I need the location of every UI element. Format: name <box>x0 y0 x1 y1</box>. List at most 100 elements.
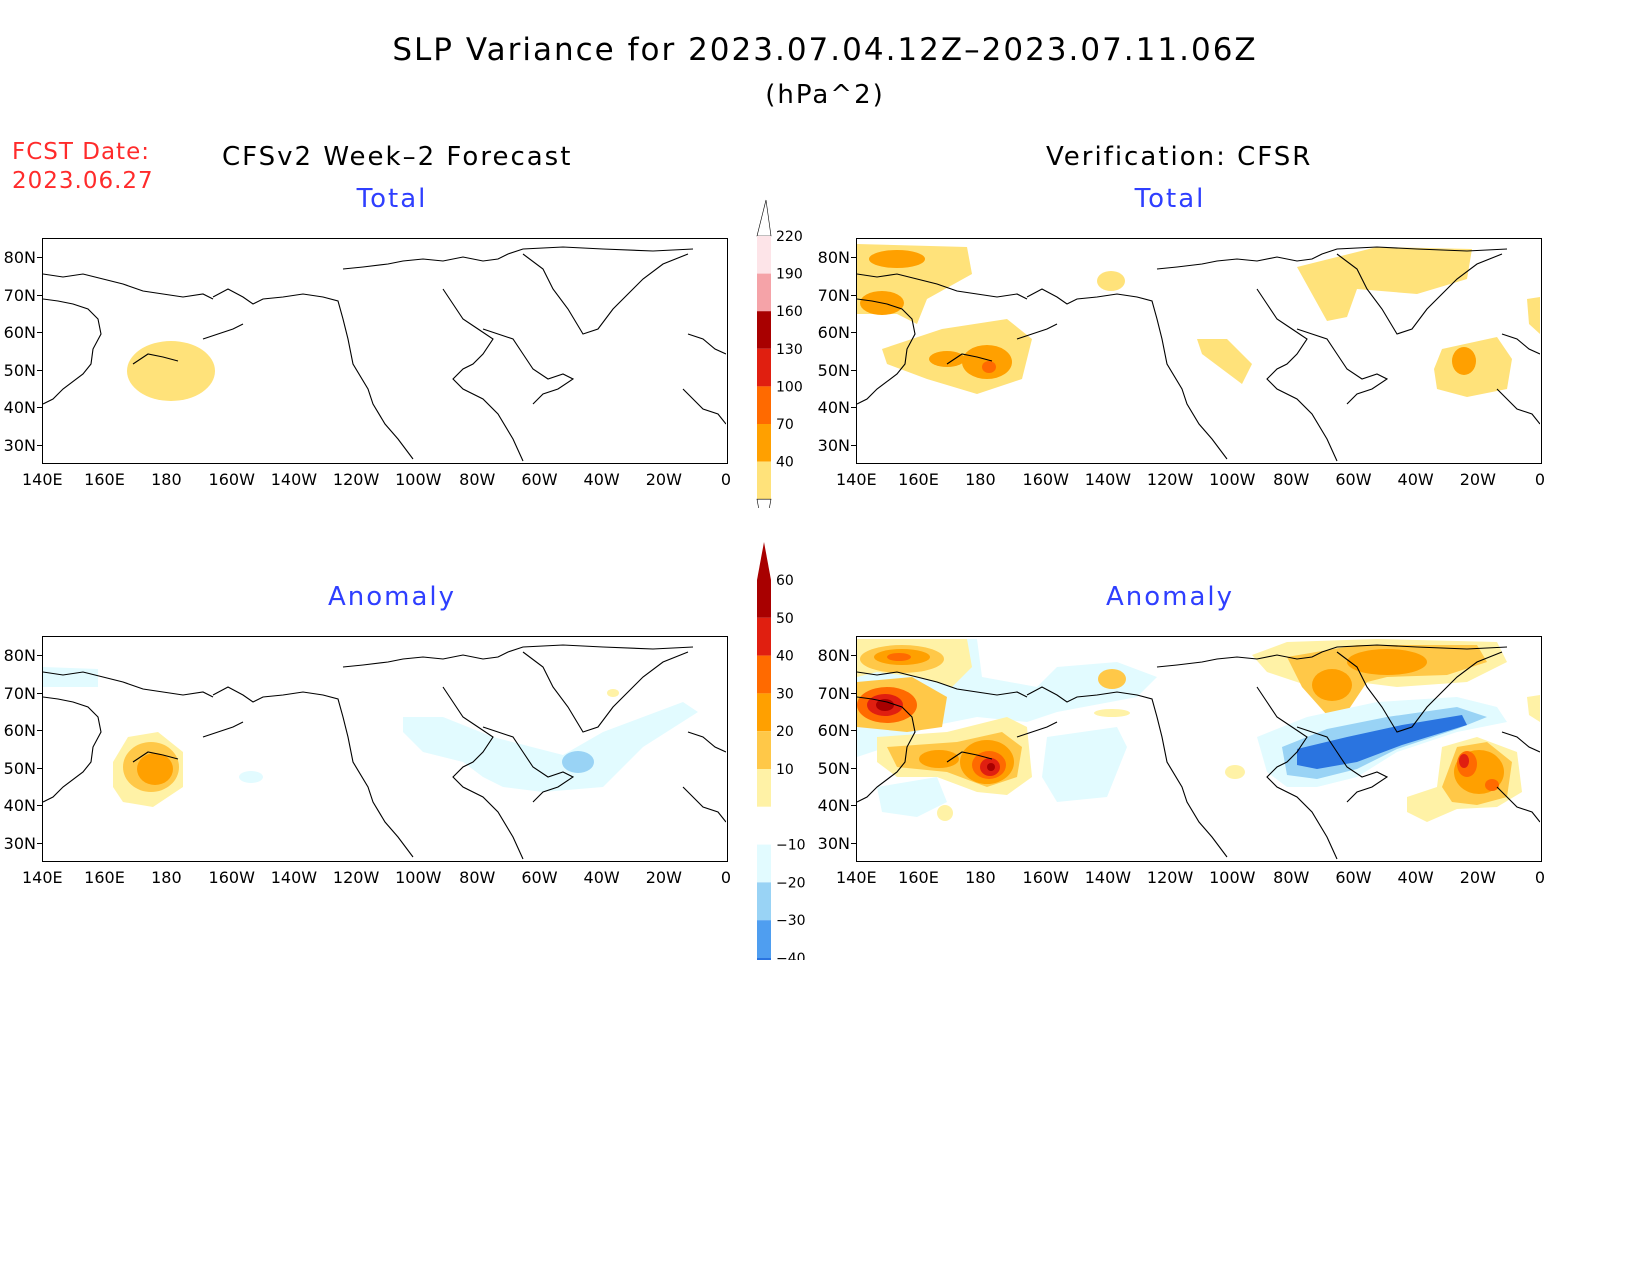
longitude-tick-label: 160W <box>208 470 255 489</box>
coastline-segment <box>682 786 726 823</box>
latitude-tick-label: 80N <box>3 646 36 665</box>
longitude-tick-label: 180 <box>965 470 996 489</box>
anomaly-blob <box>987 763 995 771</box>
coastline <box>857 246 1540 462</box>
coastline-segment <box>202 721 244 738</box>
map-panel-verification-total <box>856 238 1542 464</box>
longitude-tick-label: 80W <box>459 470 496 489</box>
colorbar-total: 220 190 160 130 100 70 40 <box>754 198 814 538</box>
longitude-tick-label: 40W <box>583 470 620 489</box>
panel-title-top-right: Total <box>1134 184 1206 214</box>
coastline-segment <box>1016 323 1058 340</box>
colorbar-segment <box>757 882 771 921</box>
coastline-segment <box>1156 246 1508 270</box>
anomaly-blob <box>607 689 619 697</box>
latitude-tick-mark <box>851 369 856 371</box>
longitude-tick-label: 160E <box>84 470 125 489</box>
colorbar-segment <box>757 958 771 996</box>
coastline-segment <box>482 726 575 803</box>
coastline-segment <box>687 333 726 355</box>
latitude-tick-label: 50N <box>3 360 36 380</box>
coastline-segment <box>1256 686 1338 860</box>
longitude-tick-label: 180 <box>965 868 996 887</box>
coastline <box>43 246 726 462</box>
colorbar-segment <box>757 920 771 958</box>
anomaly-blob <box>1527 695 1540 722</box>
colorbar-label: −40 <box>776 951 806 960</box>
latitude-tick-mark <box>37 842 42 844</box>
coastline-segment <box>43 273 214 300</box>
colorbar-label: 10 <box>776 762 794 778</box>
anomaly-blob <box>1459 754 1469 768</box>
latitude-tick-mark <box>37 294 42 296</box>
longitude-tick-label: 80W <box>459 868 496 887</box>
coastline-segment <box>1256 288 1338 462</box>
anomaly-blob <box>877 777 947 817</box>
colorbar-segment <box>757 273 771 312</box>
variance-blob <box>1197 339 1252 384</box>
longitude-tick-label: 0 <box>720 470 732 489</box>
latitude-tick-mark <box>37 257 42 258</box>
longitude-tick-label: 100W <box>395 470 442 489</box>
panel-title-bottom-right: Anomaly <box>1105 582 1235 612</box>
latitude-tick-label: 30N <box>3 435 36 455</box>
coastline-segment <box>212 686 414 858</box>
longitude-tick-label: 60W <box>521 470 558 489</box>
longitude-tick-label: 140E <box>22 868 63 887</box>
coastline-segment <box>43 298 102 405</box>
latitude-tick-label: 70N <box>3 285 36 305</box>
longitude-tick-label: 20W <box>645 470 682 489</box>
latitude-tick-label: 80N <box>817 646 850 665</box>
coastline-segment <box>522 651 689 733</box>
anomaly-blob <box>1225 765 1245 779</box>
coastline-segment <box>342 246 694 270</box>
longitude-tick-label: 80W <box>1273 868 1310 887</box>
latitude-tick-mark <box>37 444 42 446</box>
anomaly-blob <box>1312 669 1352 701</box>
longitude-tick-label: 120W <box>1146 470 1194 489</box>
coastline-segment <box>202 323 244 340</box>
longitude-tick-label: 40W <box>1397 868 1434 887</box>
column-heading-forecast: CFSv2 Week–2 Forecast <box>222 142 573 172</box>
latitude-tick-mark <box>851 842 856 844</box>
colorbar-label: 40 <box>776 455 794 471</box>
fcst-label: FCST Date: <box>12 139 150 165</box>
anomaly-blob <box>239 771 263 783</box>
coastline-segment <box>1296 726 1389 803</box>
variance-blob <box>929 351 965 367</box>
variance-blob <box>127 341 215 401</box>
longitude-tick-label: 0 <box>1534 470 1546 489</box>
column-heading-verification: Verification: CFSR <box>1046 142 1313 172</box>
colorbar-top-triangle <box>756 199 772 237</box>
longitude-tick-label: 20W <box>645 868 682 887</box>
coastline-segment <box>1501 731 1540 753</box>
colorbar-segment <box>757 580 771 618</box>
coastline-segment <box>342 644 694 668</box>
longitude-tick-label: 0 <box>1534 868 1546 887</box>
longitude-tick-label: 140W <box>1084 868 1132 887</box>
variance-blob <box>982 361 996 373</box>
longitude-tick-label: 60W <box>521 868 558 887</box>
latitude-tick-mark <box>851 655 856 656</box>
coastline-segment <box>482 328 575 405</box>
colorbar-segment <box>757 806 771 845</box>
coastline-segment <box>212 288 414 460</box>
colorbar-label: 40 <box>776 649 794 665</box>
latitude-tick-label: 50N <box>817 360 850 380</box>
longitude-tick-label: 120W <box>332 868 380 887</box>
anomaly-blob <box>1042 727 1127 802</box>
latitude-tick-label: 50N <box>3 758 36 778</box>
longitude-tick-label: 160W <box>208 868 255 887</box>
variance-blob <box>869 250 925 268</box>
latitude-tick-mark <box>851 692 856 694</box>
coastline-segment <box>687 731 726 753</box>
fcst-date: 2023.06.27 <box>12 168 154 194</box>
longitude-tick-label: 140W <box>270 470 318 489</box>
latitude-tick-mark <box>851 294 856 296</box>
anomaly-blob <box>1485 779 1499 791</box>
anomaly-blob <box>43 667 98 687</box>
map-panel-verification-anomaly <box>856 636 1542 862</box>
colorbar-segment <box>757 769 771 807</box>
colorbar-segment <box>757 348 771 387</box>
coastline-segment <box>1336 253 1503 335</box>
